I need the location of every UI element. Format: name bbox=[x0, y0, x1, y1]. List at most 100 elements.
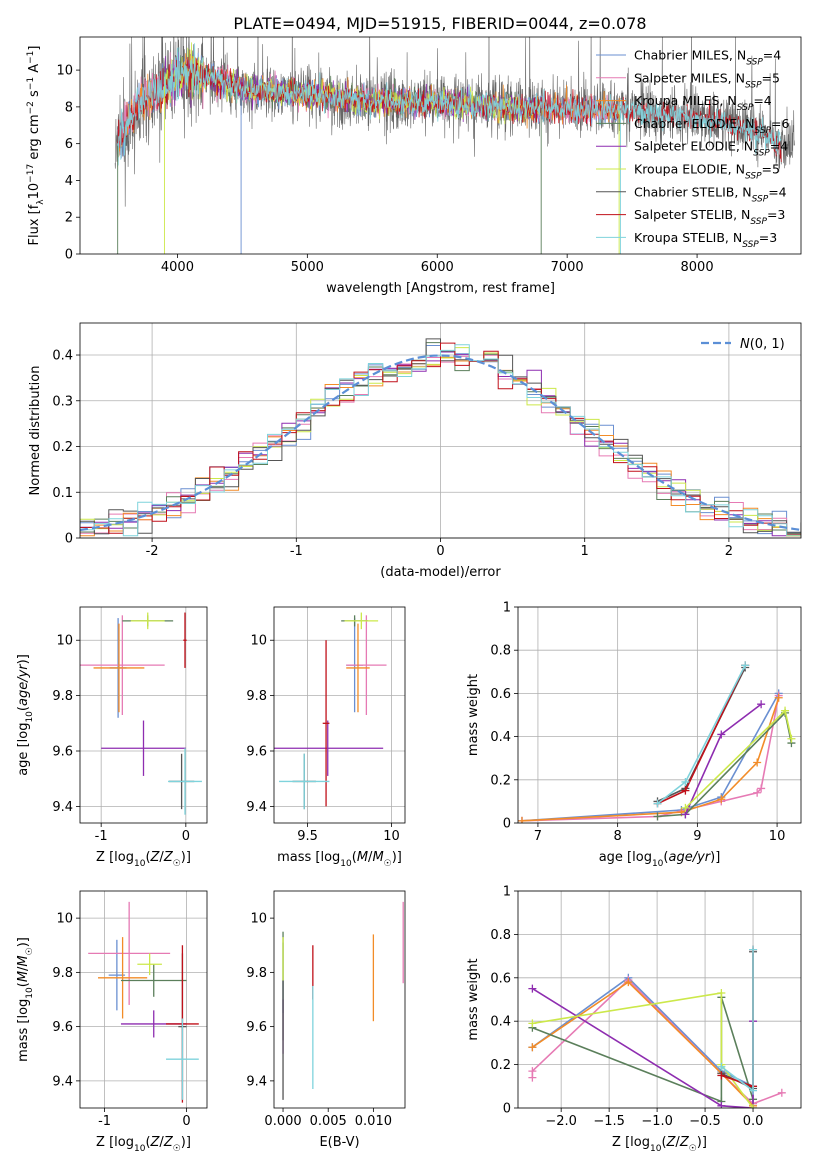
weight-marker-kroupa-elodie bbox=[787, 734, 796, 743]
label-part: −2 bbox=[26, 101, 36, 114]
weight-line-chabrier-stelib bbox=[657, 667, 746, 803]
y-tick-label: 9.8 bbox=[246, 689, 267, 704]
legend-label-subscript: SSP bbox=[746, 58, 763, 68]
y-axis-label: Normed distribution bbox=[28, 366, 43, 496]
legend-label-n: N bbox=[740, 337, 750, 352]
weight-line-kroupa-elodie bbox=[532, 992, 754, 1108]
y-tick-label: 9.4 bbox=[246, 800, 267, 815]
plot-area bbox=[88, 901, 199, 1103]
label-part: / bbox=[159, 850, 164, 865]
x-tick-label: −0.5 bbox=[689, 1114, 721, 1129]
weight-marker-kroupa-stelib bbox=[681, 777, 690, 786]
weight-marker-salpeter-stelib bbox=[681, 786, 690, 795]
y-tick-label: 10 bbox=[56, 634, 73, 649]
legend-label-subscript: SSP bbox=[753, 149, 770, 159]
label-part: ☉ bbox=[25, 947, 35, 955]
axes-frame bbox=[79, 890, 208, 1109]
y-tick-label: 0.3 bbox=[52, 394, 73, 409]
weight-marker-kroupa-elodie bbox=[749, 1104, 758, 1108]
legend-label-text: Salpeter STELIB, N bbox=[634, 207, 750, 222]
x-tick-label: −1.5 bbox=[593, 1114, 625, 1129]
legend-label-kroupa-elodie: Kroupa ELODIE, NSSP=5 bbox=[634, 162, 780, 182]
label-part: ☉ bbox=[689, 1144, 697, 1154]
label-part: −1 bbox=[26, 77, 36, 90]
label-part: ( bbox=[145, 850, 150, 865]
legend-label-count: =3 bbox=[759, 230, 777, 245]
label-part: ( bbox=[16, 706, 31, 711]
y-tick-label: 9.4 bbox=[246, 1074, 267, 1089]
y-tick-label: 9.8 bbox=[52, 689, 73, 704]
label-part: ( bbox=[352, 850, 357, 865]
y-tick-label: 4 bbox=[65, 174, 73, 189]
y-tick-label: 0 bbox=[65, 248, 73, 263]
label-part: Z bbox=[150, 1135, 161, 1150]
y-tick-label: 9.6 bbox=[246, 745, 267, 760]
label-part: M bbox=[372, 850, 383, 865]
legend-label-text: Kroupa STELIB, N bbox=[634, 230, 742, 245]
x-tick-label: 0.000 bbox=[264, 1114, 301, 1129]
plot-area bbox=[528, 945, 786, 1108]
x-axis-label: Z [log10(Z/Z☉)] bbox=[96, 850, 191, 869]
y-tick-label: 0.8 bbox=[490, 928, 511, 943]
plot-area bbox=[282, 901, 404, 1100]
label-part: ( bbox=[145, 1135, 150, 1150]
axes-frame bbox=[517, 606, 802, 824]
label-part: )] bbox=[181, 1135, 191, 1150]
label-part: mass [log bbox=[16, 999, 31, 1062]
weight-marker-salpeter-miles bbox=[757, 784, 766, 793]
y-tick-label: 10 bbox=[56, 912, 73, 927]
label-part: Flux [f bbox=[27, 204, 42, 245]
y-tick-label: 9.8 bbox=[52, 966, 73, 981]
legend-label-count: =4 bbox=[753, 93, 771, 108]
x-axis-label: E(B-V) bbox=[319, 1135, 359, 1150]
weight-marker-kroupa-elodie bbox=[717, 988, 726, 997]
x-tick-label: 0.010 bbox=[355, 1114, 392, 1129]
label-part: )] bbox=[697, 1135, 707, 1150]
label-part: 10 bbox=[25, 987, 35, 999]
axes-frame bbox=[273, 890, 406, 1109]
weight-line-kroupa-stelib bbox=[657, 664, 746, 805]
legend: N(0, 1) bbox=[701, 337, 785, 352]
label-part: 10 bbox=[340, 859, 352, 869]
label-part: age/yr bbox=[16, 663, 31, 706]
label-part: M bbox=[16, 971, 31, 982]
weight-marker-kroupa-miles bbox=[753, 758, 762, 767]
label-part: / bbox=[16, 966, 31, 971]
mass-weight-vs-metallicity-panel: −2.0 −1.5 −1.0 −0.5 0.0 0 0.2 0.4 0.6 0.8 1 Z [log1… bbox=[466, 885, 802, 1154]
weight-marker-kroupa-stelib bbox=[749, 1086, 758, 1095]
spectrum-panel: 4000 5000 6000 7000 8000 0 2 4 6 8 10 wavelength [A… bbox=[26, 36, 802, 296]
legend-label-count: =4 bbox=[763, 48, 781, 63]
label-part: 10 bbox=[25, 711, 35, 723]
label-part: ( bbox=[16, 982, 31, 987]
legend-label-kroupa-miles: Kroupa MILES, NSSP=4 bbox=[634, 93, 772, 113]
legend-label-text: Chabrier ELODIE, N bbox=[634, 116, 754, 131]
label-part: erg cm bbox=[27, 114, 42, 163]
x-tick-label: 0.0 bbox=[743, 1114, 764, 1129]
legend-label-text: Kroupa ELODIE, N bbox=[634, 162, 745, 177]
weight-line-salpeter-stelib bbox=[721, 949, 754, 1088]
y-tick-label: 9.6 bbox=[246, 1020, 267, 1035]
grid bbox=[518, 890, 801, 1109]
weight-marker-salpeter-miles bbox=[777, 1088, 786, 1097]
x-tick-label: 8000 bbox=[681, 260, 714, 275]
y-tick-label: 0.2 bbox=[52, 440, 73, 455]
legend-label-chabrier-stelib: Chabrier STELIB, NSSP=4 bbox=[634, 184, 787, 204]
grid bbox=[80, 891, 207, 1108]
plot-area bbox=[114, 37, 795, 254]
label-part: age/yr bbox=[668, 850, 711, 865]
label-part: age [log bbox=[599, 850, 652, 865]
label-part: )] bbox=[181, 850, 191, 865]
legend-label-text: Salpeter ELODIE, N bbox=[634, 139, 753, 154]
legend-label-count: =4 bbox=[768, 184, 786, 199]
label-part: ] bbox=[27, 46, 42, 51]
y-tick-label: 2 bbox=[65, 211, 73, 226]
y-tick-label: 0.2 bbox=[490, 773, 511, 788]
weight-marker-kroupa-miles bbox=[774, 693, 783, 702]
weight-line-salpeter-elodie bbox=[531, 987, 754, 1108]
weight-marker-salpeter-elodie bbox=[757, 700, 766, 709]
x-tick-label: −1.0 bbox=[641, 1114, 673, 1129]
label-part: 10 bbox=[27, 183, 42, 200]
legend-label-text: Kroupa MILES, N bbox=[634, 93, 737, 108]
